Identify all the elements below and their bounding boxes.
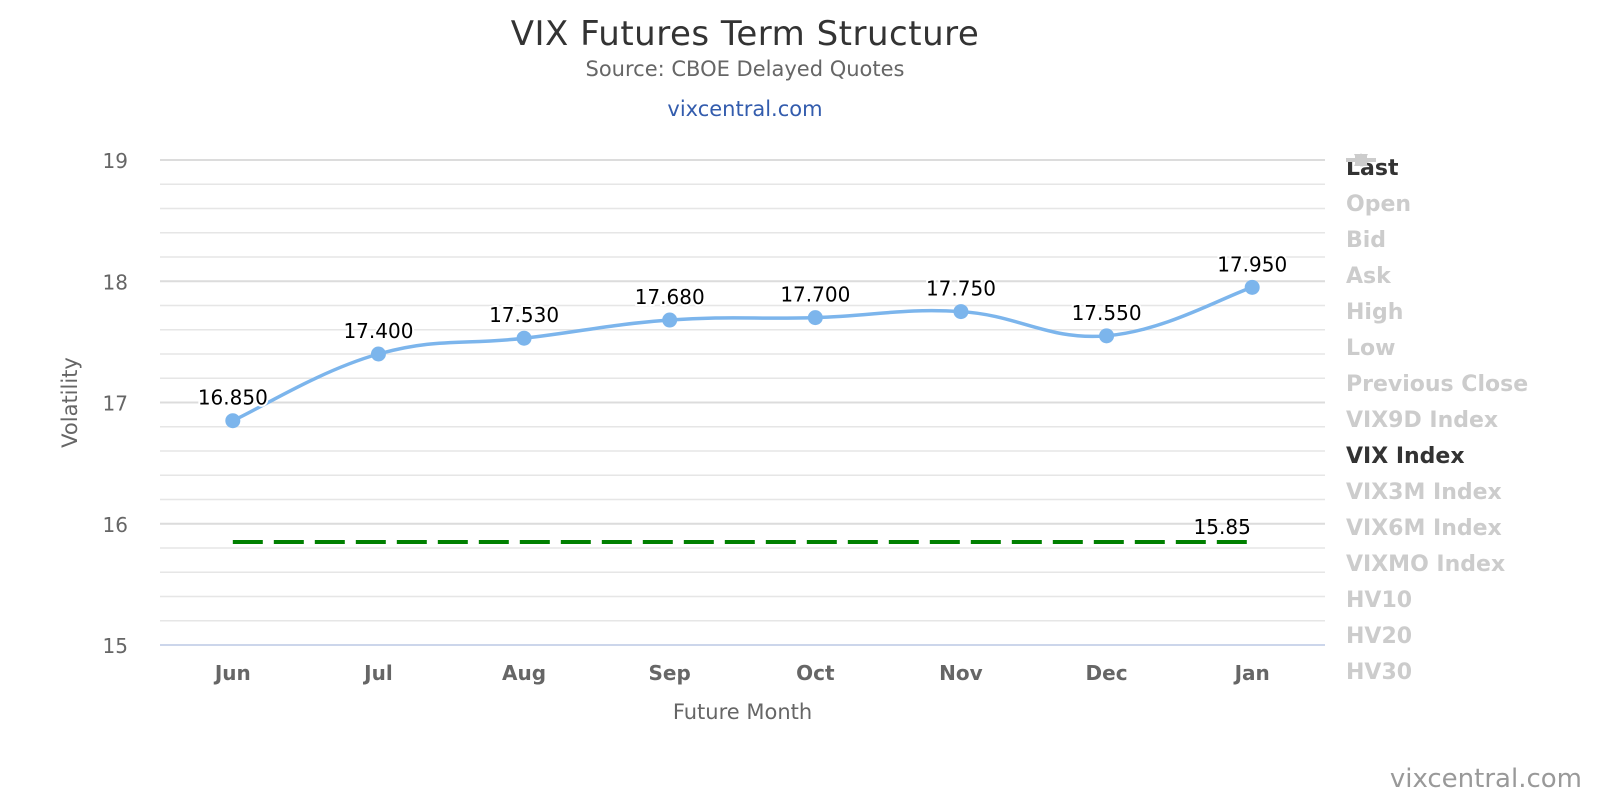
x-axis-title: Future Month bbox=[673, 700, 812, 724]
legend-item-vix6m-index[interactable]: VIX6M Index bbox=[1346, 158, 1596, 546]
chart-plot: 15 16 17 18 19 Jun Jul Aug Sep Oct Nov Dec Jan Future… bbox=[58, 149, 1325, 724]
legend-item-vix3m-index[interactable]: VIX3M Index bbox=[1346, 158, 1596, 510]
legend-item-previous-close[interactable]: Previous Close bbox=[1346, 154, 1596, 402]
legend-item-low[interactable]: Low bbox=[1346, 154, 1596, 366]
legend-item-hv20[interactable]: HV20 bbox=[1346, 158, 1596, 654]
site-link[interactable]: vixcentral.com bbox=[667, 97, 823, 121]
last-data-point bbox=[807, 310, 823, 326]
legend-label: VIX6M Index bbox=[1346, 515, 1502, 541]
legend-label: HV30 bbox=[1346, 659, 1413, 685]
legend-item-last[interactable]: Last bbox=[1346, 150, 1596, 186]
legend-item-vix9d-index[interactable]: VIX9D Index bbox=[1346, 158, 1596, 438]
last-data-point bbox=[225, 413, 241, 429]
x-tick-label: Jul bbox=[362, 661, 393, 685]
vix-index-label: 15.85 bbox=[1194, 515, 1251, 539]
legend-label: Previous Close bbox=[1346, 371, 1529, 397]
legend-label: HV20 bbox=[1346, 623, 1413, 649]
legend-label: VIX Index bbox=[1346, 443, 1465, 469]
legend: Last Open Bid Ask High Low Previous Close VIX9D… bbox=[1346, 150, 1596, 690]
x-tick-label: Dec bbox=[1086, 661, 1128, 685]
legend-label: Bid bbox=[1346, 227, 1387, 253]
y-tick-label: 18 bbox=[103, 270, 128, 294]
x-tick-label: Sep bbox=[649, 661, 691, 685]
legend-item-vixmo-index[interactable]: VIXMO Index bbox=[1346, 158, 1596, 582]
legend-label: HV10 bbox=[1346, 587, 1413, 613]
last-data-point bbox=[662, 312, 678, 328]
legend-label: Low bbox=[1346, 335, 1396, 361]
last-data-point bbox=[1244, 279, 1260, 295]
chart-subtitle: Source: CBOE Delayed Quotes bbox=[585, 57, 905, 81]
chart-title: VIX Futures Term Structure bbox=[510, 14, 980, 54]
last-data-label: 17.750 bbox=[926, 277, 996, 301]
y-tick-label: 16 bbox=[103, 513, 128, 537]
legend-label: VIXMO Index bbox=[1346, 551, 1506, 577]
legend-item-ask[interactable]: Ask bbox=[1346, 153, 1596, 294]
last-data-label: 17.530 bbox=[489, 303, 559, 327]
y-axis-title: Volatility bbox=[58, 357, 82, 448]
legend-item-high[interactable]: High bbox=[1346, 154, 1596, 330]
legend-label: Open bbox=[1346, 191, 1412, 217]
last-data-label: 17.700 bbox=[780, 283, 850, 307]
legend-label: VIX3M Index bbox=[1346, 479, 1502, 505]
legend-item-bid[interactable]: Bid bbox=[1346, 154, 1596, 258]
legend-item-vix-index[interactable]: VIX Index bbox=[1346, 158, 1596, 474]
legend-label: Ask bbox=[1346, 263, 1391, 289]
dash-dot-line-icon bbox=[1346, 158, 1376, 162]
legend-item-hv30[interactable]: HV30 bbox=[1346, 158, 1596, 690]
last-data-point bbox=[953, 304, 969, 320]
y-tick-label: 17 bbox=[103, 392, 128, 416]
last-data-point bbox=[370, 346, 386, 362]
legend-label: High bbox=[1346, 299, 1404, 325]
credits-link[interactable]: vixcentral.com bbox=[1389, 764, 1582, 794]
y-tick-label: 19 bbox=[103, 149, 128, 173]
last-data-label: 17.550 bbox=[1072, 301, 1142, 325]
x-tick-label: Nov bbox=[939, 661, 983, 685]
y-tick-label: 15 bbox=[103, 634, 128, 658]
last-series-line bbox=[232, 285, 1253, 423]
last-data-label: 17.400 bbox=[343, 319, 413, 343]
last-data-label: 16.850 bbox=[198, 386, 268, 410]
legend-item-hv10[interactable]: HV10 bbox=[1346, 158, 1596, 618]
last-data-point bbox=[516, 330, 532, 346]
legend-item-open[interactable]: Open bbox=[1346, 154, 1596, 222]
x-tick-label: Jun bbox=[213, 661, 251, 685]
last-data-label: 17.680 bbox=[635, 285, 705, 309]
last-data-label: 17.950 bbox=[1217, 252, 1287, 276]
x-tick-label: Jan bbox=[1233, 661, 1270, 685]
x-tick-label: Aug bbox=[502, 661, 546, 685]
legend-label: VIX9D Index bbox=[1346, 407, 1499, 433]
x-tick-label: Oct bbox=[796, 661, 835, 685]
last-data-point bbox=[1099, 328, 1115, 344]
